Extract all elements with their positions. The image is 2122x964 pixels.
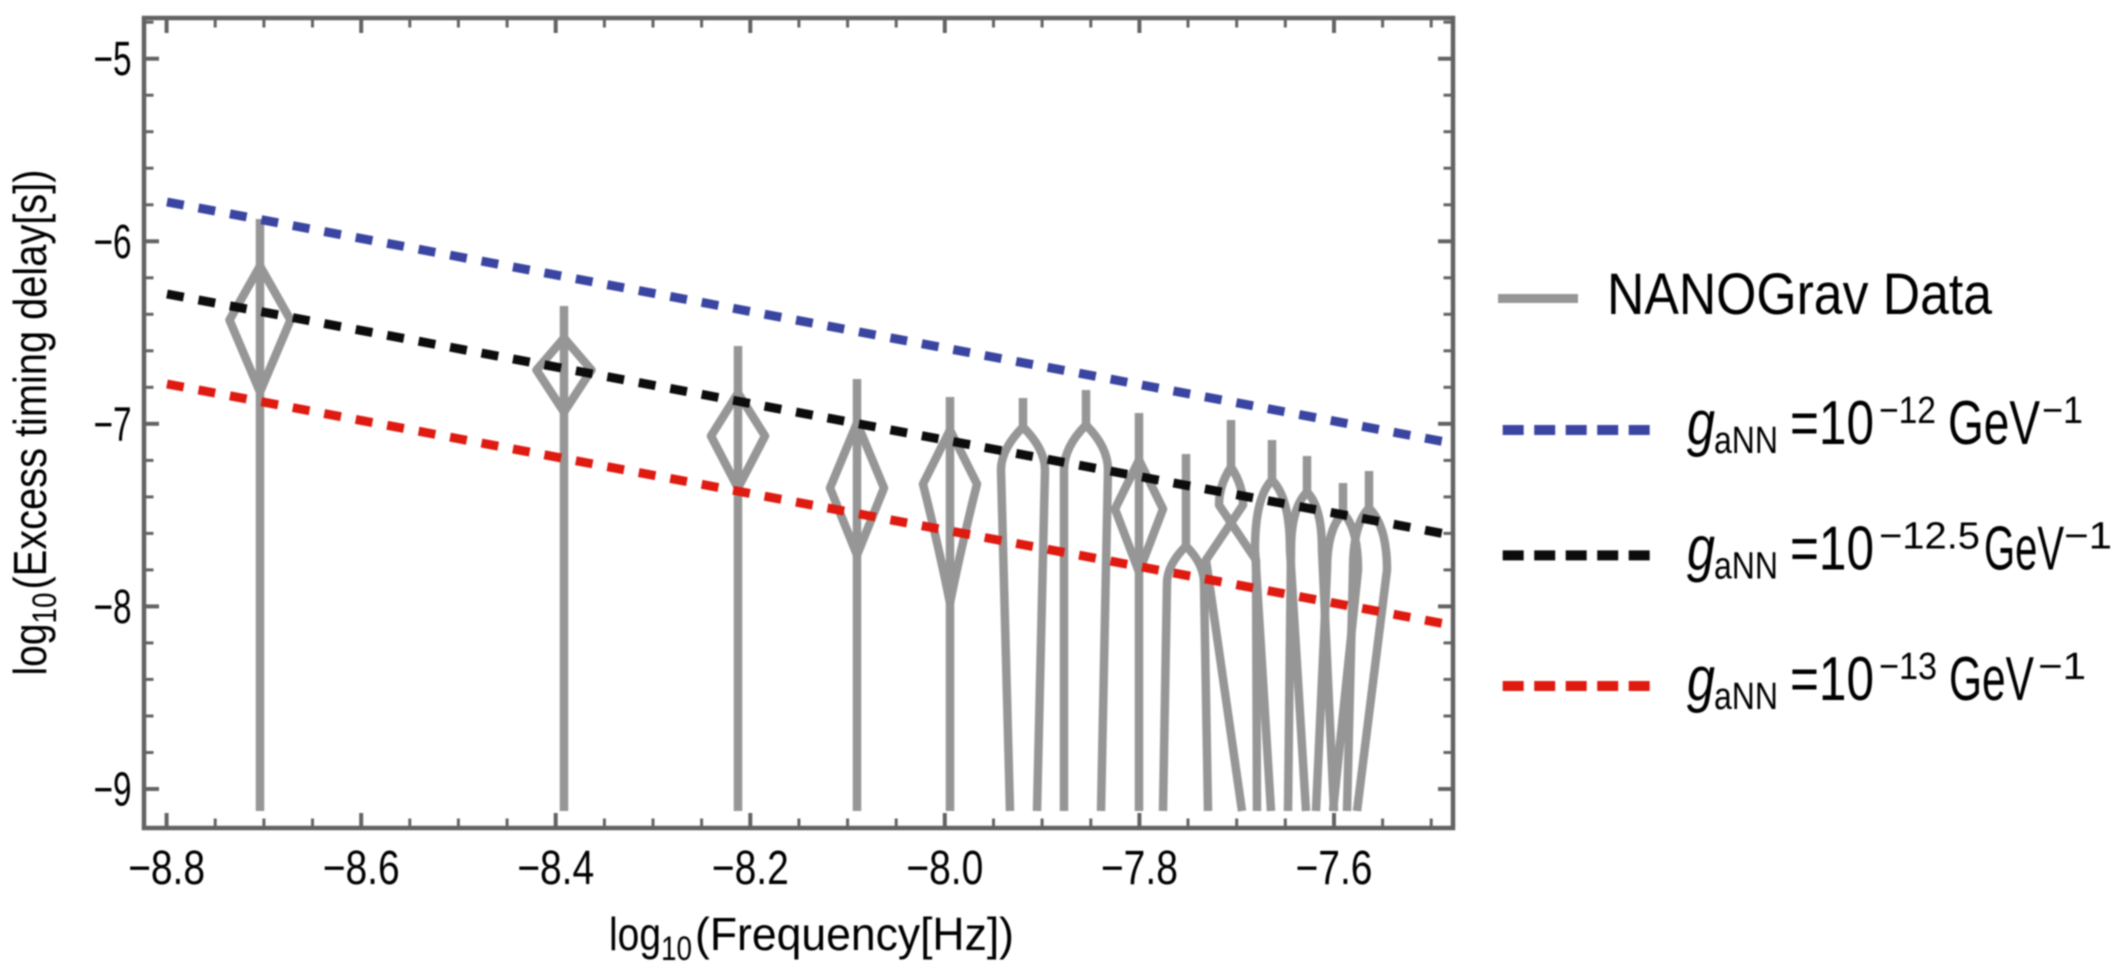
svg-text:−1: −1 [2064, 515, 2112, 557]
svg-text:10: 10 [661, 930, 692, 964]
svg-text:aNN: aNN [1714, 676, 1778, 718]
svg-text:aNN: aNN [1714, 420, 1778, 462]
svg-text:−12.5: −12.5 [1879, 515, 1980, 557]
svg-text:aNN: aNN [1714, 545, 1778, 587]
svg-text:−12: −12 [1879, 390, 1936, 432]
svg-text:GeV: GeV [1949, 645, 2034, 714]
svg-text:log: log [609, 908, 661, 960]
svg-text:−8.8: −8.8 [128, 842, 205, 895]
svg-text:GeV: GeV [1984, 514, 2064, 583]
svg-text:−8.0: −8.0 [906, 842, 983, 895]
svg-text:=10: =10 [1790, 514, 1874, 583]
svg-text:−8: −8 [94, 581, 132, 634]
svg-text:g: g [1687, 514, 1715, 583]
svg-text:10: 10 [26, 593, 64, 624]
svg-text:−13: −13 [1879, 646, 1937, 688]
svg-text:=10: =10 [1790, 645, 1874, 714]
svg-text:GeV: GeV [1948, 389, 2040, 458]
svg-text:−8.4: −8.4 [517, 842, 594, 895]
svg-text:−6: −6 [94, 216, 132, 269]
svg-text:(Excess timing delay[s]): (Excess timing delay[s]) [4, 170, 56, 590]
svg-text:−7.8: −7.8 [1101, 842, 1178, 895]
svg-text:−1: −1 [2038, 646, 2086, 688]
svg-text:NANOGrav Data: NANOGrav Data [1607, 262, 1993, 327]
svg-text:−9: −9 [94, 764, 132, 817]
svg-text:−1: −1 [2042, 390, 2083, 432]
svg-text:g: g [1687, 645, 1715, 714]
svg-text:−8.2: −8.2 [712, 842, 789, 895]
svg-text:g: g [1687, 389, 1715, 458]
svg-text:log: log [4, 624, 56, 676]
svg-text:−8.6: −8.6 [323, 842, 400, 895]
svg-text:(Frequency[Hz]): (Frequency[Hz]) [695, 908, 1014, 960]
svg-text:−5: −5 [94, 33, 132, 86]
svg-text:−7: −7 [94, 398, 132, 451]
svg-text:−7.6: −7.6 [1296, 842, 1373, 895]
svg-text:=10: =10 [1790, 389, 1874, 458]
